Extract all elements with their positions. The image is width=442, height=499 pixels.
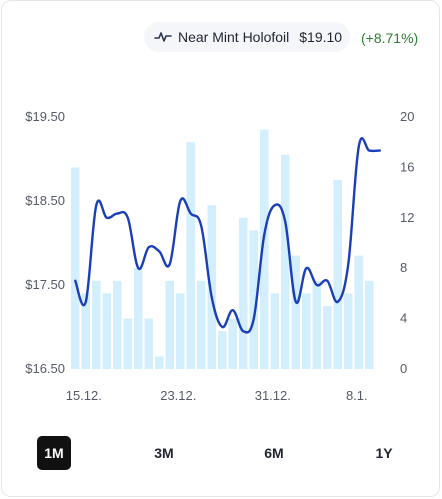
right-axis-tick: 16	[400, 159, 414, 174]
range-6m-button[interactable]: 6M	[264, 445, 284, 461]
left-axis: $19.50 $18.50 $17.50 $16.50	[25, 109, 65, 376]
volume-bar	[134, 268, 143, 369]
x-axis: 15.12. 23.12. 31.12. 8.1.	[66, 388, 368, 403]
volume-bar	[312, 280, 321, 369]
volume-bar	[249, 230, 258, 369]
current-price: $19.10	[299, 29, 343, 45]
volume-bar	[113, 280, 122, 369]
volume-bar	[176, 293, 185, 369]
right-axis-tick: 4	[400, 311, 407, 326]
right-axis-tick: 0	[400, 361, 407, 376]
volume-bar	[71, 167, 80, 369]
volume-bar	[207, 205, 216, 369]
variant-label: Near Mint Holofoil	[178, 29, 290, 45]
volume-bar	[344, 293, 353, 369]
volume-bar	[228, 318, 237, 369]
volume-bar	[197, 280, 206, 369]
volume-bar	[155, 356, 164, 369]
volume-bar	[302, 293, 311, 369]
volume-bar	[323, 306, 332, 369]
x-axis-tick: 8.1.	[346, 388, 368, 403]
volume-bar	[123, 318, 132, 369]
variant-price-pill[interactable]: Near Mint Holofoil $19.10	[144, 22, 351, 52]
volume-bar	[239, 217, 248, 369]
volume-bar	[81, 293, 90, 369]
range-1y-button[interactable]: 1Y	[375, 445, 393, 461]
x-axis-tick: 15.12.	[66, 388, 102, 403]
right-axis-tick: 12	[400, 210, 414, 225]
left-axis-tick: $16.50	[25, 361, 65, 376]
volume-bar	[144, 318, 153, 369]
line-chart-icon	[154, 32, 172, 42]
volume-bar	[165, 280, 174, 369]
volume-bar	[260, 129, 269, 369]
right-axis-tick: 20	[400, 109, 414, 124]
right-axis-tick: 8	[400, 260, 407, 275]
volume-bar	[365, 280, 374, 369]
volume-bar	[186, 142, 195, 369]
volume-bar	[92, 280, 101, 369]
volume-bar	[102, 293, 111, 369]
right-axis: 20 16 12 8 4 0	[400, 109, 414, 376]
volume-bars	[71, 129, 374, 369]
left-axis-tick: $18.50	[25, 193, 65, 208]
x-axis-tick: 23.12.	[160, 388, 196, 403]
left-axis-tick: $19.50	[25, 109, 65, 124]
range-1m-button[interactable]: 1M	[37, 436, 71, 470]
volume-bar	[218, 331, 227, 369]
left-axis-tick: $17.50	[25, 277, 65, 292]
range-3m-button[interactable]: 3M	[154, 445, 174, 461]
volume-bar	[291, 255, 300, 369]
volume-bar	[333, 180, 342, 369]
volume-bar	[354, 255, 363, 369]
volume-bar	[270, 293, 279, 369]
volume-bar	[281, 154, 290, 369]
price-line	[74, 137, 381, 334]
x-axis-tick: 31.12.	[255, 388, 291, 403]
price-change: (+8.71%)	[361, 30, 419, 46]
